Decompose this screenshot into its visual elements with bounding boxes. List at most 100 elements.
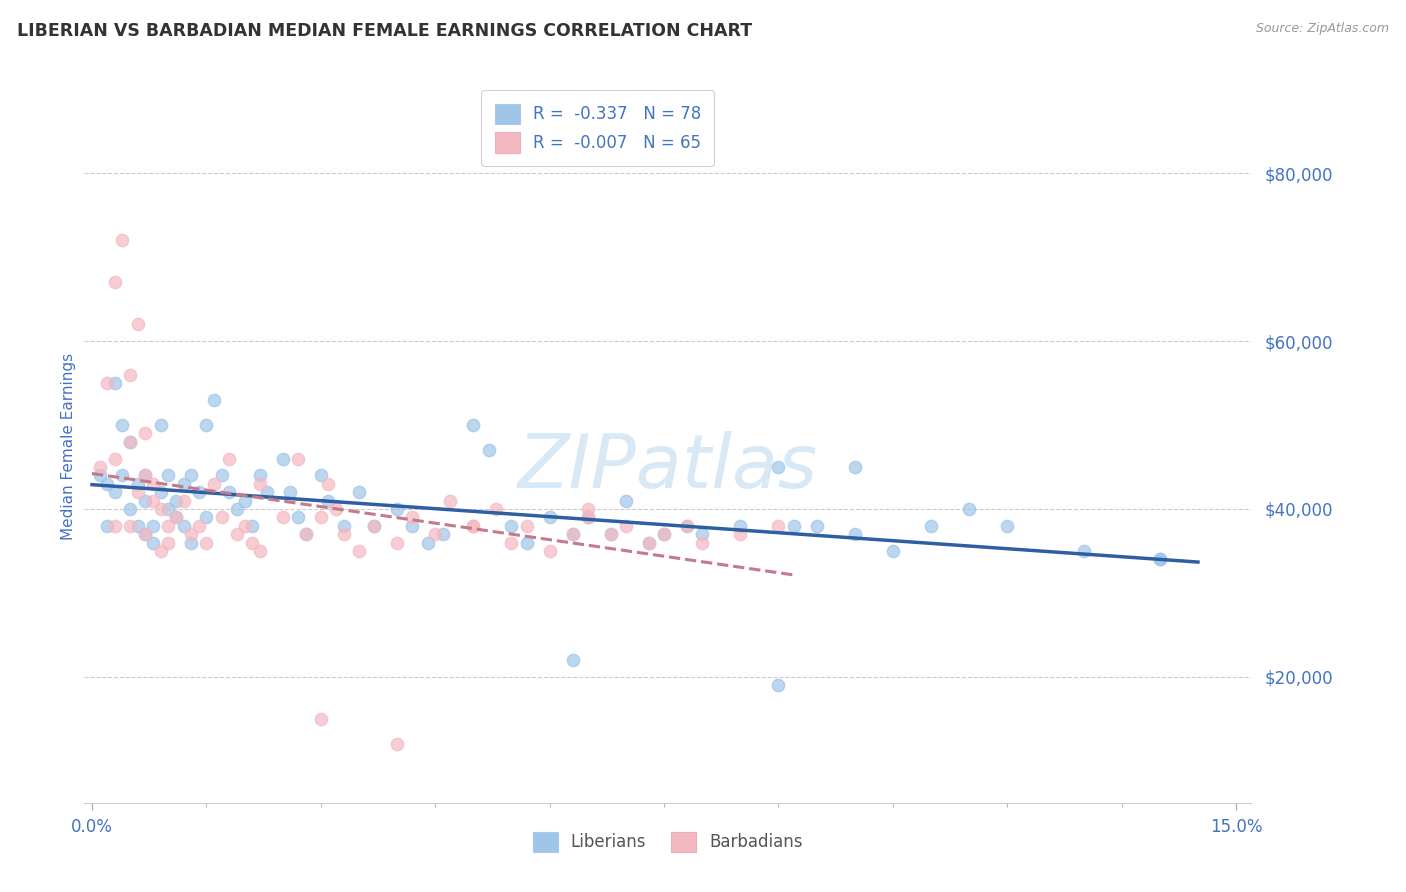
Point xyxy=(294,527,316,541)
Point xyxy=(111,468,134,483)
Point xyxy=(96,376,118,390)
Point xyxy=(516,518,538,533)
Point xyxy=(127,318,149,332)
Point xyxy=(195,510,218,524)
Point xyxy=(120,434,142,449)
Point xyxy=(318,476,340,491)
Point xyxy=(149,544,172,558)
Text: Source: ZipAtlas.com: Source: ZipAtlas.com xyxy=(1256,22,1389,36)
Point xyxy=(180,468,202,483)
Point xyxy=(134,426,156,441)
Point xyxy=(332,518,354,533)
Point xyxy=(134,527,156,541)
Point xyxy=(957,502,980,516)
Point xyxy=(401,518,423,533)
Point xyxy=(240,535,263,549)
Point xyxy=(463,417,485,432)
Point xyxy=(347,485,370,500)
Point xyxy=(134,468,156,483)
Legend: Liberians, Barbadians: Liberians, Barbadians xyxy=(526,825,810,859)
Point xyxy=(1149,552,1171,566)
Point xyxy=(142,476,165,491)
Point xyxy=(432,527,454,541)
Point xyxy=(165,510,187,524)
Point xyxy=(844,527,866,541)
Point xyxy=(180,535,202,549)
Point xyxy=(309,510,332,524)
Point xyxy=(120,368,142,382)
Point xyxy=(652,527,675,541)
Point xyxy=(385,535,408,549)
Point xyxy=(89,468,111,483)
Point xyxy=(211,468,233,483)
Point xyxy=(690,527,713,541)
Point xyxy=(599,527,621,541)
Point xyxy=(363,518,385,533)
Point xyxy=(309,468,332,483)
Point xyxy=(271,510,294,524)
Point xyxy=(249,544,271,558)
Point xyxy=(516,535,538,549)
Point xyxy=(401,510,423,524)
Point xyxy=(127,476,149,491)
Point xyxy=(149,485,172,500)
Point xyxy=(149,417,172,432)
Point xyxy=(134,468,156,483)
Point xyxy=(157,502,180,516)
Point xyxy=(416,535,439,549)
Point xyxy=(218,451,240,466)
Point xyxy=(218,485,240,500)
Point xyxy=(165,510,187,524)
Point xyxy=(225,527,247,541)
Point xyxy=(439,493,461,508)
Point xyxy=(142,493,165,508)
Point xyxy=(690,535,713,549)
Point xyxy=(538,544,561,558)
Point xyxy=(134,493,156,508)
Point xyxy=(425,527,447,541)
Point xyxy=(173,518,195,533)
Point xyxy=(157,468,180,483)
Point xyxy=(173,493,195,508)
Point xyxy=(637,535,659,549)
Point xyxy=(676,518,699,533)
Point xyxy=(180,527,202,541)
Point xyxy=(614,518,637,533)
Point xyxy=(501,518,523,533)
Point xyxy=(599,527,621,541)
Point xyxy=(652,527,675,541)
Point xyxy=(157,535,180,549)
Point xyxy=(730,518,752,533)
Text: LIBERIAN VS BARBADIAN MEDIAN FEMALE EARNINGS CORRELATION CHART: LIBERIAN VS BARBADIAN MEDIAN FEMALE EARN… xyxy=(17,22,752,40)
Point xyxy=(485,502,508,516)
Point xyxy=(111,233,134,247)
Point xyxy=(142,535,165,549)
Text: ZIPatlas: ZIPatlas xyxy=(517,432,818,503)
Point xyxy=(538,510,561,524)
Point xyxy=(463,518,485,533)
Point xyxy=(730,527,752,541)
Point xyxy=(318,493,340,508)
Point xyxy=(1073,544,1095,558)
Point xyxy=(187,485,209,500)
Point xyxy=(561,653,583,667)
Point xyxy=(676,518,699,533)
Point xyxy=(271,451,294,466)
Point xyxy=(294,527,316,541)
Point xyxy=(111,417,134,432)
Point xyxy=(173,476,195,491)
Point xyxy=(104,518,127,533)
Point xyxy=(120,434,142,449)
Point xyxy=(1149,552,1171,566)
Point xyxy=(240,518,263,533)
Point xyxy=(202,392,225,407)
Point xyxy=(332,527,354,541)
Point xyxy=(478,443,501,458)
Point xyxy=(920,518,942,533)
Point xyxy=(195,535,218,549)
Point xyxy=(89,460,111,475)
Point xyxy=(576,502,599,516)
Point xyxy=(995,518,1018,533)
Point xyxy=(96,476,118,491)
Point xyxy=(96,518,118,533)
